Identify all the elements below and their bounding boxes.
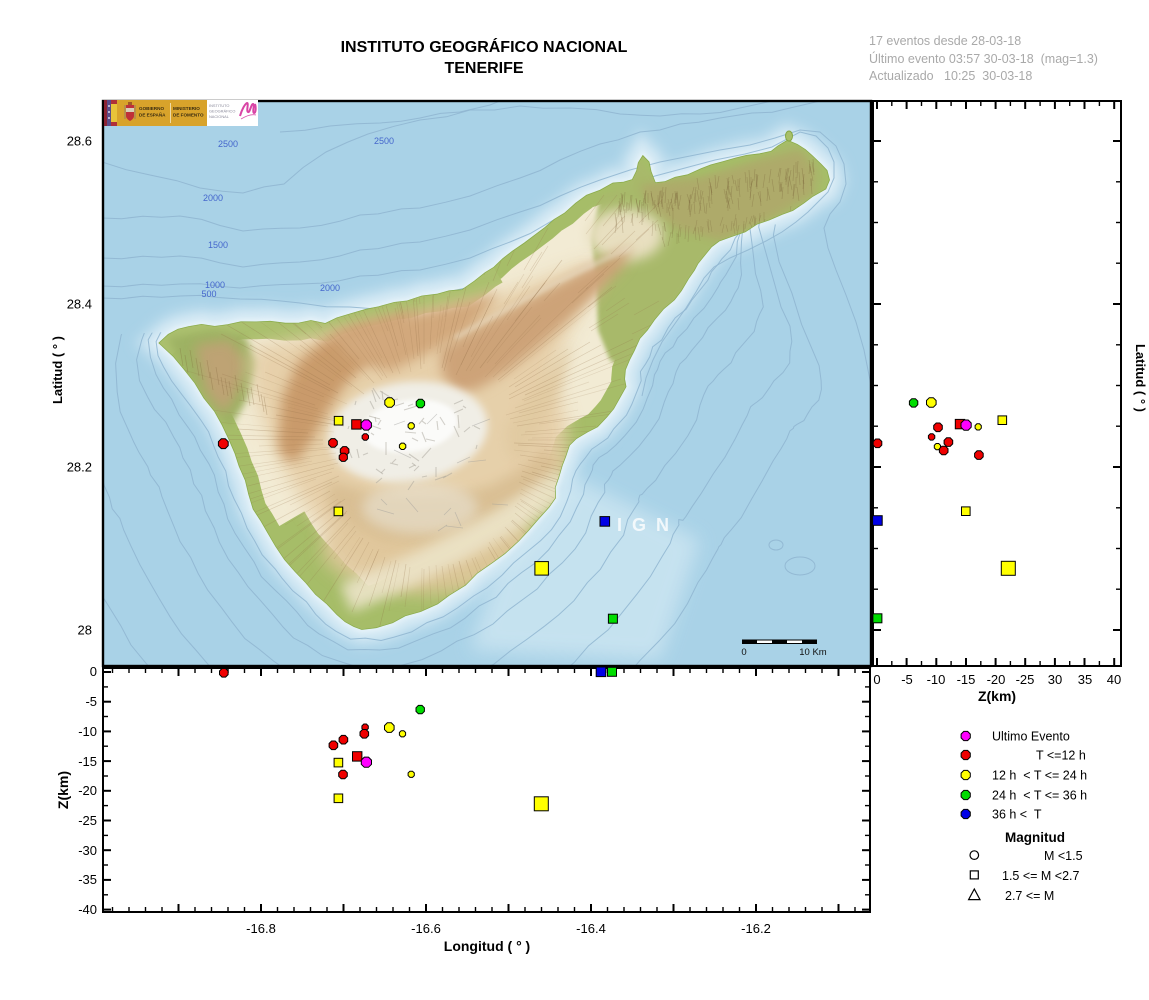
svg-text:40: 40 <box>1107 672 1121 687</box>
svg-text:INSTITUTO GEOGRÁFICO NACIONAL: INSTITUTO GEOGRÁFICO NACIONAL <box>341 37 628 56</box>
svg-text:1000: 1000 <box>205 280 225 290</box>
svg-text:2500: 2500 <box>218 139 238 149</box>
svg-text:1500: 1500 <box>208 240 228 250</box>
svg-text:0: 0 <box>741 647 746 658</box>
svg-text:T <=12 h: T <=12 h <box>1036 749 1086 763</box>
svg-text:24 h < T <= 36 h: 24 h < T <= 36 h <box>992 789 1087 803</box>
svg-text:36 h < T: 36 h < T <box>992 808 1042 822</box>
svg-text:-5: -5 <box>901 672 913 687</box>
svg-text:28.4: 28.4 <box>67 297 92 312</box>
svg-text:2000: 2000 <box>320 283 340 293</box>
svg-text:500: 500 <box>201 289 216 299</box>
svg-text:GEOGRÁFICO: GEOGRÁFICO <box>209 109 235 114</box>
svg-text:2500: 2500 <box>374 136 394 146</box>
svg-text:IGN: IGN <box>617 515 679 535</box>
svg-text:-10: -10 <box>927 672 946 687</box>
svg-text:DE ESPAÑA: DE ESPAÑA <box>139 112 166 118</box>
svg-text:MINISTERIO: MINISTERIO <box>173 106 200 111</box>
svg-text:-25: -25 <box>78 813 97 828</box>
svg-text:DE FOMENTO: DE FOMENTO <box>173 113 204 118</box>
svg-text:-15: -15 <box>78 754 97 769</box>
svg-text:Último evento 03:57 30-03-18: Último evento 03:57 30-03-18 (mag=1.3) <box>869 51 1098 66</box>
svg-text:-15: -15 <box>957 672 976 687</box>
svg-text:-5: -5 <box>85 694 97 709</box>
svg-text:-16.4: -16.4 <box>576 921 606 936</box>
svg-text:2.7 <= M: 2.7 <= M <box>1005 889 1054 903</box>
svg-text:-16.2: -16.2 <box>741 921 771 936</box>
svg-text:-20: -20 <box>987 672 1006 687</box>
svg-text:GOBIERNO: GOBIERNO <box>139 106 164 111</box>
svg-text:-35: -35 <box>78 872 97 887</box>
svg-text:28.6: 28.6 <box>67 134 92 149</box>
svg-text:Ultimo Evento: Ultimo Evento <box>992 730 1070 744</box>
svg-text:10 Km: 10 Km <box>799 647 827 658</box>
svg-text:-10: -10 <box>78 724 97 739</box>
svg-text:0: 0 <box>873 672 880 687</box>
svg-text:35: 35 <box>1078 672 1092 687</box>
svg-text:17 eventos desde 28-03-18: 17 eventos desde 28-03-18 <box>869 34 1021 48</box>
svg-text:1.5 <= M <2.7: 1.5 <= M <2.7 <box>1002 869 1080 883</box>
svg-text:30: 30 <box>1048 672 1062 687</box>
svg-text:-25: -25 <box>1016 672 1035 687</box>
svg-text:0: 0 <box>90 664 97 679</box>
svg-text:2000: 2000 <box>203 193 223 203</box>
svg-text:INSTITUTO: INSTITUTO <box>209 103 229 108</box>
svg-text:Magnitud: Magnitud <box>1005 830 1065 845</box>
svg-text:Z(km): Z(km) <box>55 771 71 809</box>
svg-text:Latitud ( ° ): Latitud ( ° ) <box>1133 344 1148 412</box>
svg-text:-30: -30 <box>78 843 97 858</box>
svg-text:Longitud ( ° ): Longitud ( ° ) <box>444 938 530 954</box>
svg-text:-16.8: -16.8 <box>246 921 276 936</box>
svg-text:M <1.5: M <1.5 <box>1044 849 1083 863</box>
svg-text:28.2: 28.2 <box>67 460 92 475</box>
svg-text:NACIONAL: NACIONAL <box>209 114 230 119</box>
svg-text:28: 28 <box>78 623 92 638</box>
svg-text:-40: -40 <box>78 902 97 917</box>
svg-text:Actualizado 10:25 30-03-18: Actualizado 10:25 30-03-18 <box>869 69 1032 83</box>
svg-text:-20: -20 <box>78 783 97 798</box>
svg-text:-16.6: -16.6 <box>411 921 441 936</box>
svg-text:Latitud ( ° ): Latitud ( ° ) <box>50 336 65 404</box>
svg-text:Z(km): Z(km) <box>978 688 1016 704</box>
svg-text:12 h < T <= 24 h: 12 h < T <= 24 h <box>992 769 1087 783</box>
svg-text:TENERIFE: TENERIFE <box>444 60 523 77</box>
